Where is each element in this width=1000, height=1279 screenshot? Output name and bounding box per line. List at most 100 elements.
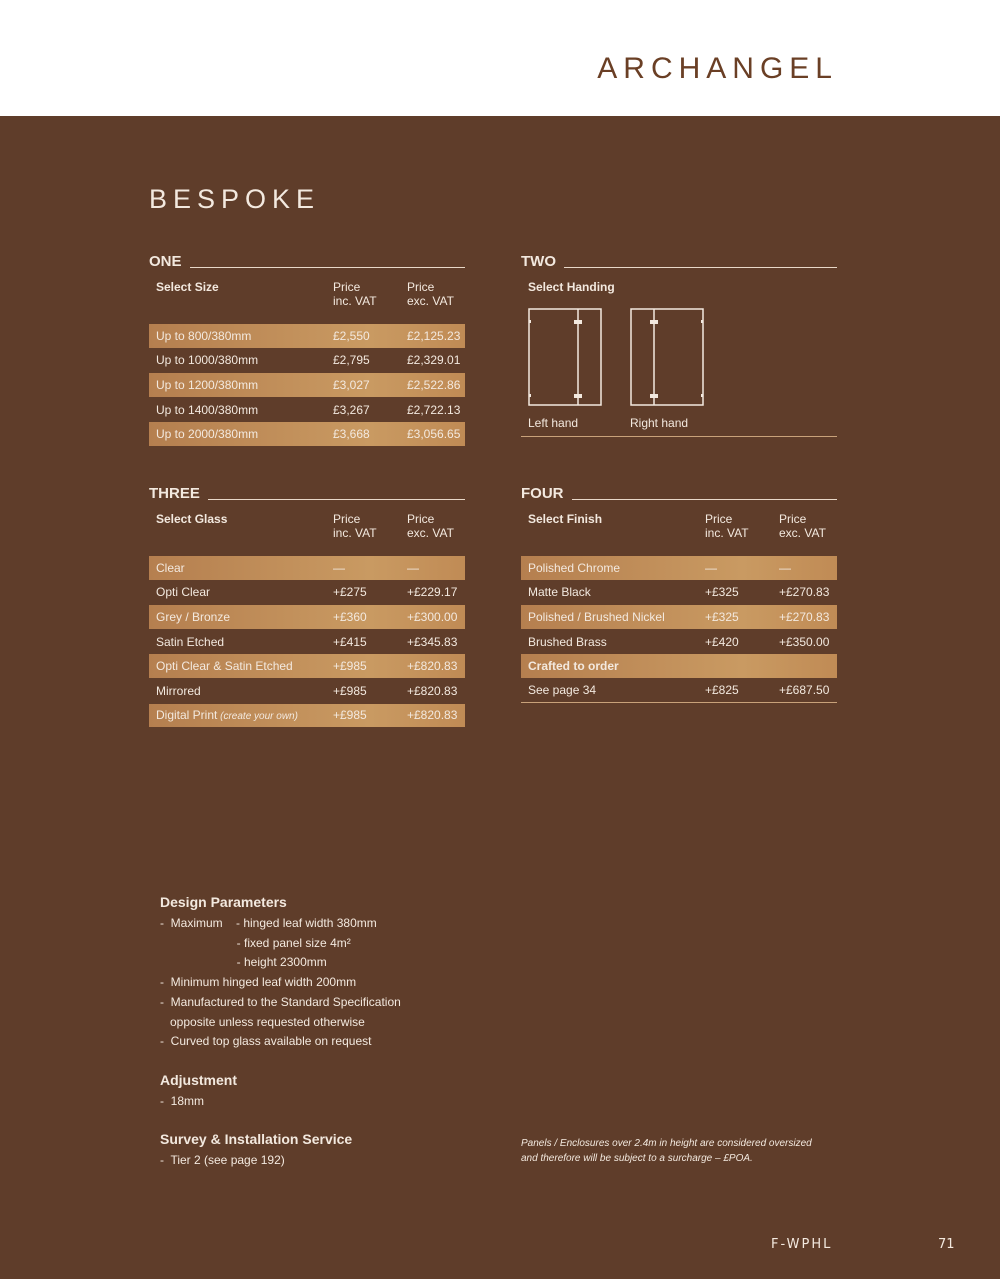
list-item: - Curved top glass available on request <box>160 1034 372 1049</box>
table-row: Up to 2000/380mm £3,668 £3,056.65 <box>149 422 465 446</box>
table-cell: Up to 2000/380mm <box>156 427 259 442</box>
adjustment: Adjustment - 18mm <box>160 1072 237 1112</box>
section-heading: TWO <box>521 253 556 270</box>
table-cell: £2,722.13 <box>407 402 461 417</box>
table-cell: Grey / Bronze <box>156 609 231 624</box>
header: ARCHANGEL <box>0 0 1000 116</box>
table-row: Opti Clear +£275 +£229.17 <box>149 581 465 605</box>
table-row: Grey / Bronze +£360 +£300.00 <box>149 605 465 629</box>
brand-logo: ARCHANGEL <box>597 52 838 85</box>
block-heading: Survey & Installation Service <box>160 1131 353 1147</box>
table-cell: Clear <box>156 560 185 575</box>
table-row: Digital Print (create your own) +£985 +£82… <box>149 703 465 728</box>
design-parameters: Design Parameters - Maximum - hinged lea… <box>160 894 401 1052</box>
table-row: See page 34 +£825 +£687.50 <box>521 679 837 703</box>
table-cell: — <box>407 560 419 575</box>
table-cell: +£820.83 <box>407 683 458 698</box>
table-cell: — <box>779 560 791 575</box>
table-row: Matte Black +£325 +£270.83 <box>521 581 837 605</box>
list-item: - Tier 2 (see page 192) <box>160 1153 285 1167</box>
list-item: - Minimum hinged leaf width 200mm <box>160 975 357 990</box>
table-cell: +£985 <box>333 708 367 723</box>
table-cell: +£985 <box>333 659 367 674</box>
table-row: Opti Clear & Satin Etched +£985 +£820.83 <box>149 654 465 678</box>
table-cell: +£345.83 <box>407 634 458 649</box>
table-header: Select Glass Price inc. VAT Price exc. VAT <box>149 502 465 556</box>
note-line: and therefore will be subject to a surch… <box>521 1153 753 1164</box>
table-cell: — <box>333 560 345 575</box>
col-header: Select Finish <box>528 512 603 526</box>
table-cell: Up to 800/380mm <box>156 328 252 343</box>
col-header: inc. VAT <box>705 526 749 540</box>
table-cell: +£275 <box>333 585 367 600</box>
table-cell: £3,027 <box>333 377 370 392</box>
divider <box>571 499 837 500</box>
table-cell: Crafted to order <box>528 659 619 674</box>
col-header: Price <box>333 512 361 526</box>
table-cell: £2,329.01 <box>407 353 461 368</box>
table-cell: Brushed Brass <box>528 634 607 649</box>
divider <box>189 267 465 268</box>
oversize-note: Panels / Enclosures over 2.4m in height … <box>521 1136 812 1166</box>
left-hand-label: Left hand <box>528 416 579 430</box>
digital-print-note: (create your own) <box>217 711 298 723</box>
table-cell: £3,668 <box>333 427 370 442</box>
section-heading: THREE <box>149 485 200 502</box>
table-cell: +£270.83 <box>779 609 830 624</box>
table-cell: Digital Print (create your own) <box>156 708 298 723</box>
table-cell: +£420 <box>705 634 739 649</box>
list-item: - Manufactured to the Standard Specifica… <box>160 994 401 1009</box>
table-cell: £2,795 <box>333 353 370 368</box>
divider <box>564 267 837 268</box>
list-item: opposite unless requested otherwise <box>160 1014 365 1029</box>
col-header: Price <box>407 280 435 294</box>
table-cell: +£270.83 <box>779 585 830 600</box>
table-cell: £2,550 <box>333 328 370 343</box>
table-cell: £2,125.23 <box>407 328 461 343</box>
table-cell: £3,056.65 <box>407 427 461 442</box>
table-cell: See page 34 <box>528 683 597 698</box>
col-header: Price <box>407 512 435 526</box>
table-row: Satin Etched +£415 +£345.83 <box>149 630 465 654</box>
table-row: Up to 1200/380mm £3,027 £2,522.86 <box>149 373 465 397</box>
table-cell: +£360 <box>333 609 367 624</box>
survey-installation: Survey & Installation Service - Tier 2 (… <box>160 1131 352 1171</box>
table-cell: Polished / Brushed Nickel <box>528 609 665 624</box>
table-cell: +£820.83 <box>407 708 458 723</box>
table-cell: Satin Etched <box>156 634 225 649</box>
list-item: - fixed panel size 4m² <box>160 935 351 950</box>
table-cell: Opti Clear & Satin Etched <box>156 659 293 674</box>
col-header: Select Glass <box>156 512 228 526</box>
col-header: exc. VAT <box>779 526 826 540</box>
table-cell: +£687.50 <box>779 683 830 698</box>
right-hand-door-icon <box>630 308 704 406</box>
table-cell: £2,522.86 <box>407 377 461 392</box>
section-four: FOUR Select Finish Price inc. VAT Price ex… <box>521 482 837 704</box>
section-heading: ONE <box>149 253 182 270</box>
table-cell: +£350.00 <box>779 634 830 649</box>
section-heading: FOUR <box>521 485 564 502</box>
col-header: Price <box>333 280 361 294</box>
table-header: Select Size Price inc. VAT Price exc. VAT <box>149 270 465 324</box>
table-cell: £3,267 <box>333 402 370 417</box>
table-cell: Mirrored <box>156 683 201 698</box>
table-row: Up to 800/380mm £2,550 £2,125.23 <box>149 324 465 348</box>
left-hand-option[interactable]: Left hand <box>528 308 602 430</box>
list-item: - height 2300mm <box>160 955 327 970</box>
page-number: 71 <box>938 1237 955 1252</box>
table-row: Polished / Brushed Nickel +£325 +£270.83 <box>521 605 837 629</box>
table-cell: +£325 <box>705 609 739 624</box>
handing-label: Select Handing <box>528 280 615 294</box>
table-header: Select Finish Price inc. VAT Price exc. VA… <box>521 502 837 556</box>
left-hand-door-icon <box>528 308 602 406</box>
list-item: - 18mm <box>160 1094 205 1108</box>
right-hand-option[interactable]: Right hand <box>630 308 704 430</box>
col-header: exc. VAT <box>407 526 454 540</box>
col-header: inc. VAT <box>333 294 377 308</box>
list-item: - Maximum - hinged leaf width 380mm <box>160 916 377 930</box>
table-cell: +£820.83 <box>407 659 458 674</box>
content-panel: BESPOKE ONE Select Size Price inc. VAT Pr… <box>0 116 1000 1279</box>
section-three: THREE Select Glass Price inc. VAT Price ex… <box>149 482 465 728</box>
table-cell: +£229.17 <box>407 585 458 600</box>
table-cell: Polished Chrome <box>528 560 621 575</box>
